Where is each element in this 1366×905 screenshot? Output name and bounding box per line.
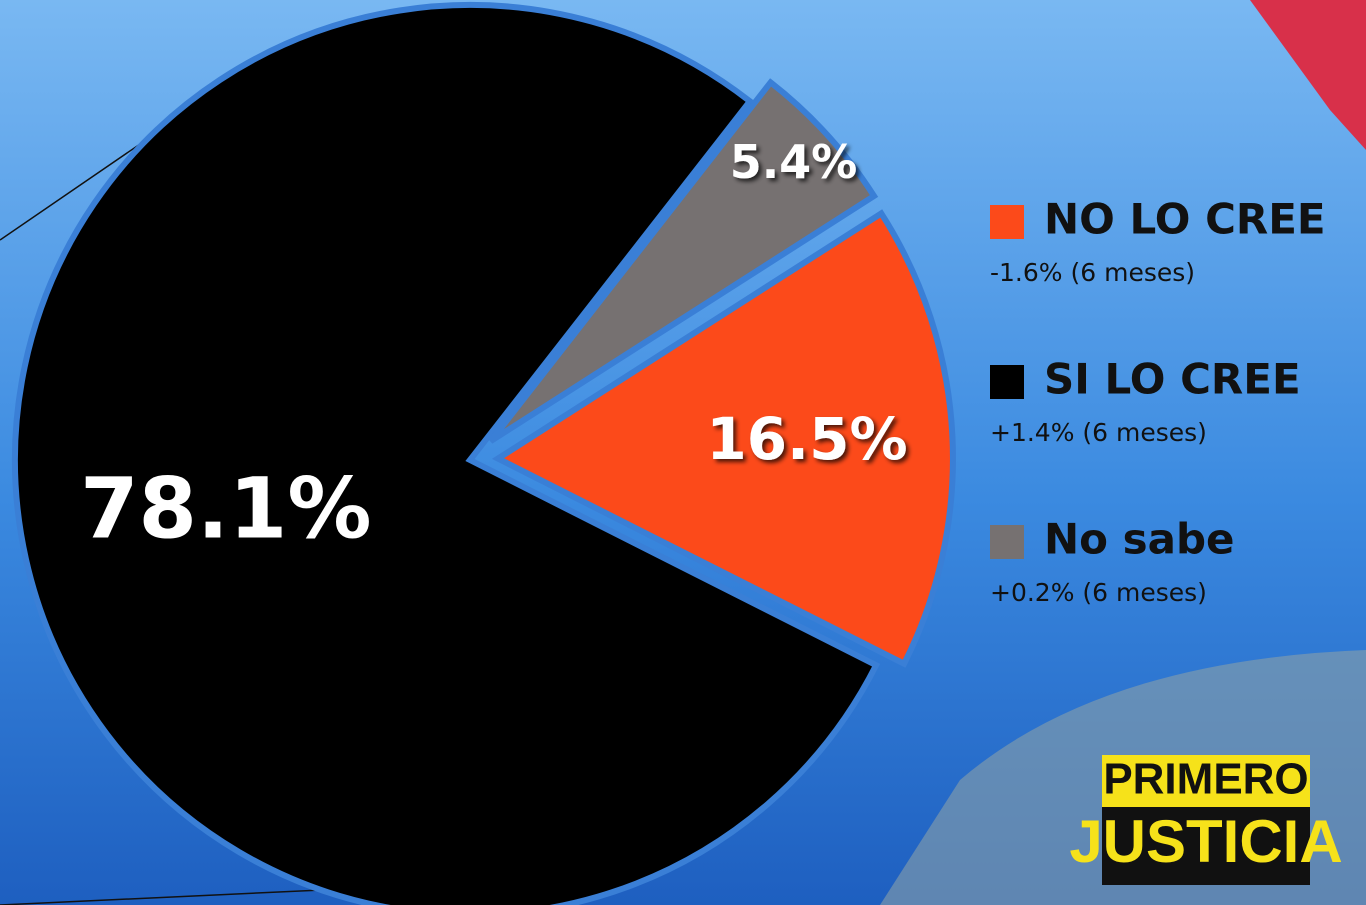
legend-note: +1.4% (6 meses) xyxy=(990,418,1207,447)
legend-label: NO LO CREE xyxy=(1044,195,1326,244)
logo-text: PRIMERO xyxy=(1103,755,1308,804)
data-label: 5.4% xyxy=(730,135,858,189)
pie-slice xyxy=(491,209,956,668)
logo-band xyxy=(1102,755,1310,807)
pie: 16.5% 78.1% 5.4% xyxy=(12,2,956,905)
legend-swatch xyxy=(990,525,1024,559)
data-label: 16.5% xyxy=(706,405,907,473)
corner-decoration xyxy=(1250,0,1366,150)
legend-swatch xyxy=(990,365,1024,399)
data-label: 78.1% xyxy=(80,460,371,558)
legend-label: SI LO CREE xyxy=(1044,355,1301,404)
legend-label: No sabe xyxy=(1044,515,1235,564)
legend-note: +0.2% (6 meses) xyxy=(990,578,1207,607)
legend: NO LO CREE -1.6% (6 meses) SI LO CREE +1.4%… xyxy=(990,195,1326,607)
legend-note: -1.6% (6 meses) xyxy=(990,258,1195,287)
pie-slice xyxy=(488,78,879,444)
legend-swatch xyxy=(990,205,1024,239)
logo-text: JUSTICIA xyxy=(1069,808,1342,875)
pie-slice xyxy=(12,2,881,905)
